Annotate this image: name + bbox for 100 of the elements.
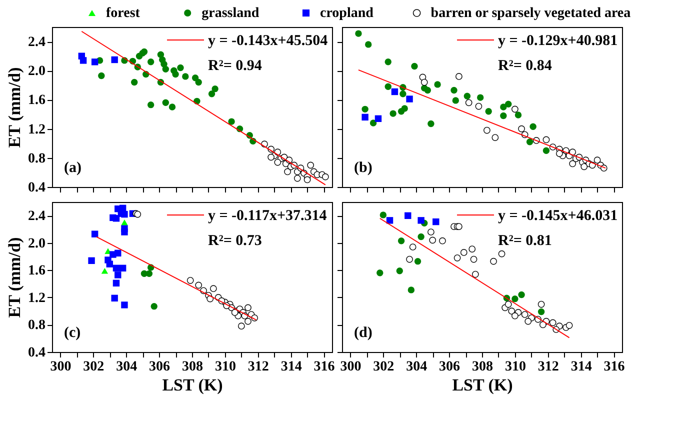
x-tick-label: 304 — [116, 360, 138, 374]
annotation: (b) — [354, 160, 372, 176]
x-tick-label: 316 — [314, 360, 335, 374]
point — [406, 96, 413, 102]
point — [195, 282, 202, 289]
y-tick-label: 2.0 — [28, 64, 46, 80]
point — [398, 238, 405, 244]
x-tick-label: 302 — [83, 360, 104, 374]
point — [408, 286, 415, 294]
point — [470, 256, 478, 263]
point — [542, 136, 550, 144]
point — [512, 295, 518, 302]
point — [428, 228, 434, 236]
point — [284, 168, 291, 176]
point — [396, 268, 403, 274]
point — [538, 308, 545, 316]
point — [212, 85, 218, 92]
point — [101, 268, 108, 274]
y-axis-title: ET (mm/d) — [5, 67, 24, 148]
point — [111, 56, 118, 64]
point — [112, 264, 120, 272]
point — [374, 115, 382, 122]
point — [404, 212, 412, 219]
x-tick-label: 316 — [604, 360, 625, 374]
point — [362, 106, 368, 113]
point — [400, 90, 406, 98]
y-tick-label: 2.4 — [28, 35, 46, 50]
x-tick-label: 314 — [570, 360, 592, 374]
point — [208, 90, 216, 98]
point — [244, 318, 252, 325]
x-tick-label: 308 — [182, 360, 203, 374]
point — [370, 120, 377, 126]
annotation: (d) — [354, 325, 372, 341]
legend-label: y = -0.117x+37.314 — [208, 208, 328, 224]
point — [307, 162, 314, 169]
point — [549, 319, 556, 326]
x-tick-label: 312 — [538, 360, 559, 374]
point — [472, 270, 479, 278]
x-tick-label: 310 — [504, 360, 526, 374]
point — [91, 230, 98, 238]
point — [172, 70, 179, 78]
point — [401, 105, 408, 112]
point — [146, 270, 153, 277]
point — [460, 249, 468, 256]
point — [406, 256, 413, 263]
y-tick-label: 2.4 — [28, 209, 46, 224]
point — [322, 173, 329, 180]
point — [512, 106, 518, 113]
point — [526, 138, 534, 146]
y-tick-label: 1.2 — [28, 122, 46, 138]
annotation: (a) — [64, 160, 82, 176]
point — [411, 62, 418, 70]
point — [514, 112, 522, 118]
point — [147, 58, 154, 66]
point — [450, 86, 458, 94]
point — [88, 257, 95, 264]
point — [228, 118, 235, 125]
point — [384, 58, 392, 66]
point — [106, 260, 113, 268]
x-tick-label: 306 — [439, 360, 460, 374]
x-tick-label: 300 — [50, 360, 72, 374]
point — [195, 78, 202, 86]
x-tick-label: 306 — [149, 360, 170, 374]
point — [492, 134, 499, 141]
point — [98, 72, 105, 80]
x-tick-label: 302 — [373, 360, 394, 374]
point — [274, 158, 282, 166]
point — [150, 302, 158, 310]
point — [380, 212, 387, 218]
point — [177, 64, 184, 72]
point — [490, 258, 497, 265]
point — [386, 217, 394, 224]
point — [168, 104, 176, 110]
point — [362, 114, 368, 121]
x-axis-title: LST (K) — [452, 376, 513, 394]
point — [464, 92, 471, 100]
x-tick-label: 312 — [248, 360, 269, 374]
x-tick-label: 308 — [472, 360, 493, 374]
annotation: R²= 0.81 — [498, 233, 552, 249]
y-tick-label: 1.6 — [28, 93, 46, 108]
point — [542, 147, 550, 154]
point — [268, 154, 274, 161]
point — [114, 250, 122, 256]
point — [524, 318, 532, 325]
point — [355, 30, 362, 37]
point — [294, 174, 301, 182]
point — [418, 233, 424, 240]
point — [390, 110, 396, 117]
point — [91, 58, 98, 66]
point — [468, 246, 476, 252]
point — [505, 100, 512, 108]
point — [238, 322, 245, 330]
y-tick-label: 0.4 — [28, 180, 46, 196]
point — [566, 322, 573, 329]
point — [477, 94, 484, 101]
point — [420, 78, 428, 86]
point — [500, 112, 507, 120]
point — [111, 294, 118, 302]
point — [475, 102, 482, 110]
point — [434, 81, 441, 88]
